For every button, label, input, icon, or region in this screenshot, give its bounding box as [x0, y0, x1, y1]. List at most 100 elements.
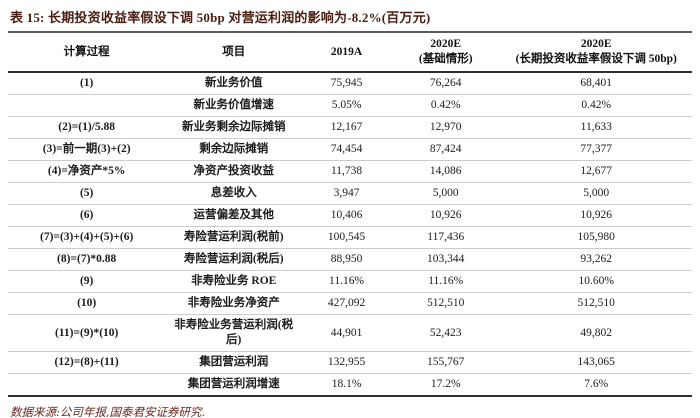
col-header-2019a: 2019A [302, 33, 392, 73]
cell-calc [8, 94, 166, 117]
cell-2020e-base: 0.42% [391, 94, 501, 117]
cell-2019a: 427,092 [302, 292, 392, 315]
cell-2020e-scenario: 143,065 [500, 351, 692, 374]
table-row: (3)=前一期(3)+(2) 剩余边际摊销 74,454 87,424 77,3… [8, 138, 692, 161]
cell-2020e-scenario: 105,980 [500, 226, 692, 249]
cell-item: 净资产投资收益 [165, 160, 303, 183]
cell-2020e-base: 17.2% [391, 373, 501, 396]
cell-item: 息差收入 [165, 182, 303, 205]
cell-calc: (4)=净资产*5% [8, 160, 166, 183]
cell-2019a: 88,950 [302, 248, 392, 271]
cell-2020e-scenario: 11,633 [500, 116, 692, 139]
table-row: (5) 息差收入 3,947 5,000 5,000 [8, 182, 692, 205]
cell-2020e-scenario: 10,926 [500, 204, 692, 227]
col-header-2020e-scenario-year: 2020E [580, 38, 612, 50]
cell-2020e-base: 87,424 [391, 138, 501, 161]
col-header-2020e-scenario: 2020E (长期投资收益率假设下调 50bp) [500, 33, 692, 73]
cell-calc: (7)=(3)+(4)+(5)+(6) [8, 226, 166, 249]
table-row: (7)=(3)+(4)+(5)+(6) 寿险营运利润(税前) 100,545 1… [8, 226, 692, 249]
cell-2020e-scenario: 10.60% [500, 270, 692, 293]
cell-calc: (3)=前一期(3)+(2) [8, 138, 166, 161]
col-header-calc: 计算过程 [8, 33, 166, 73]
cell-2020e-base: 155,767 [391, 351, 501, 374]
cell-2019a: 5.05% [302, 94, 392, 117]
cell-2019a: 132,955 [302, 351, 392, 374]
cell-2019a: 18.1% [302, 373, 392, 396]
cell-2020e-scenario: 49,802 [500, 314, 692, 352]
cell-2020e-base: 117,436 [391, 226, 501, 249]
cell-2019a: 74,454 [302, 138, 392, 161]
cell-item: 寿险营运利润(税前) [165, 226, 303, 249]
table-row: (9) 非寿险业务 ROE 11.16% 11.16% 10.60% [8, 270, 692, 293]
col-header-item: 项目 [165, 33, 303, 73]
table-row: (1) 新业务价值 75,945 76,264 68,401 [8, 72, 692, 95]
cell-item: 新业务价值 [204, 77, 263, 89]
cell-2020e-base: 11.16% [391, 270, 501, 293]
cell-calc: (2)=(1)/5.88 [8, 116, 166, 139]
cell-2020e-scenario: 93,262 [500, 248, 692, 271]
table-row: 集团营运利润增速 18.1% 17.2% 7.6% [8, 373, 692, 396]
col-header-2020e-base: 2020E (基础情形) [391, 33, 501, 73]
cell-calc: (12)=(8)+(11) [8, 351, 166, 374]
cell-2020e-scenario: 7.6% [500, 373, 692, 396]
cell-item: 集团营运利润 [165, 351, 303, 374]
header-row: 计算过程 项目 2019A 2020E (基础情形) 2020E (长期投资收益… [8, 33, 692, 73]
table-row: (10) 非寿险业务净资产 427,092 512,510 512,510 [8, 292, 692, 315]
cell-2019a: 10,406 [302, 204, 392, 227]
cell-2019a: 12,167 [302, 116, 392, 139]
cell-2020e-scenario: 5,000 [500, 182, 692, 205]
cell-calc [8, 373, 166, 396]
cell-2020e-base: 5,000 [391, 182, 501, 205]
col-header-2020e-scenario-label: (长期投资收益率假设下调 50bp) [515, 53, 677, 65]
cell-item: 运营偏差及其他 [165, 204, 303, 227]
cell-item: 新业务剩余边际摊销 [165, 116, 303, 139]
title-divider [8, 31, 692, 33]
cell-2020e-base: 512,510 [391, 292, 501, 315]
cell-2020e-scenario: 77,377 [500, 138, 692, 161]
col-header-2020e-base-year: 2020E [430, 38, 462, 50]
cell-calc: (6) [8, 204, 166, 227]
cell-calc: (5) [8, 182, 166, 205]
cell-item: 新业务价值增速 [165, 94, 303, 117]
table-body: (1) 新业务价值 75,945 76,264 68,401 新业务价值增速 5… [8, 72, 692, 396]
data-source-note: 数据来源:公司年报,国泰君安证券研究. [10, 405, 206, 418]
table-header: 计算过程 项目 2019A 2020E (基础情形) 2020E (长期投资收益… [8, 33, 692, 73]
cell-calc: (8)=(7)*0.88 [8, 248, 166, 271]
cell-item: 剩余边际摊销 [165, 138, 303, 161]
table-row: (6) 运营偏差及其他 10,406 10,926 10,926 [8, 204, 692, 227]
cell-calc: (1) [79, 77, 94, 89]
cell-2020e-scenario: 12,677 [500, 160, 692, 183]
cell-item: 非寿险业务净资产 [165, 292, 303, 315]
cell-2020e-base: 103,344 [391, 248, 501, 271]
cell-2019a: 75,945 [330, 77, 363, 89]
cell-2020e-base: 10,926 [391, 204, 501, 227]
table-row: (12)=(8)+(11) 集团营运利润 132,955 155,767 143… [8, 351, 692, 374]
table-row: (8)=(7)*0.88 寿险营运利润(税后) 88,950 103,344 9… [8, 248, 692, 271]
table-row: (2)=(1)/5.88 新业务剩余边际摊销 12,167 12,970 11,… [8, 116, 692, 139]
cell-2020e-scenario: 512,510 [500, 292, 692, 315]
cell-item: 寿险营运利润(税后) [165, 248, 303, 271]
cell-2020e-scenario: 68,401 [580, 77, 613, 89]
cell-2020e-base: 76,264 [429, 77, 462, 89]
cell-calc: (11)=(9)*(10) [8, 314, 166, 352]
cell-2020e-base: 14,086 [391, 160, 501, 183]
cell-2019a: 3,947 [302, 182, 392, 205]
cell-calc: (9) [8, 270, 166, 293]
table-title: 表 15: 长期投资收益率假设下调 50bp 对营运利润的影响为-8.2%(百万… [10, 10, 431, 25]
table-row: (4)=净资产*5% 净资产投资收益 11,738 14,086 12,677 [8, 160, 692, 183]
col-header-2020e-base-label: (基础情形) [418, 53, 473, 65]
table-row: 新业务价值增速 5.05% 0.42% 0.42% [8, 94, 692, 117]
cell-2020e-base: 12,970 [391, 116, 501, 139]
cell-2019a: 44,901 [302, 314, 392, 352]
cell-item: 集团营运利润增速 [165, 373, 303, 396]
cell-2019a: 11,738 [302, 160, 392, 183]
cell-item: 非寿险业务营运利润(税后) [165, 314, 303, 352]
cell-2019a: 11.16% [302, 270, 392, 293]
cell-2020e-base: 52,423 [391, 314, 501, 352]
cell-calc: (10) [8, 292, 166, 315]
cell-2019a: 100,545 [302, 226, 392, 249]
cell-2020e-scenario: 0.42% [500, 94, 692, 117]
table-row: (11)=(9)*(10) 非寿险业务营运利润(税后) 44,901 52,42… [8, 314, 692, 352]
operating-profit-table: 计算过程 项目 2019A 2020E (基础情形) 2020E (长期投资收益… [8, 33, 692, 397]
